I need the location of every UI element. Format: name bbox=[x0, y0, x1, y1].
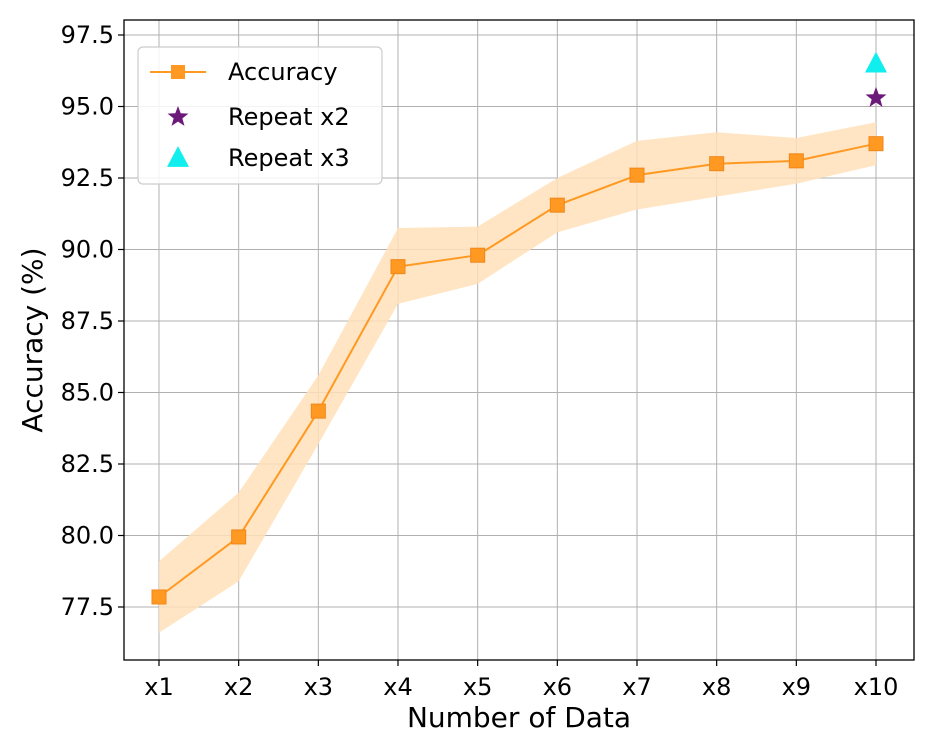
accuracy-point bbox=[629, 167, 645, 183]
y-tick-label: 95.0 bbox=[61, 93, 114, 121]
repeat-x2-point bbox=[865, 86, 887, 107]
y-tick-label: 77.5 bbox=[61, 593, 114, 621]
x-tick-label: x9 bbox=[782, 673, 811, 701]
x-tick-label: x10 bbox=[854, 673, 899, 701]
x-tick-label: x7 bbox=[622, 673, 651, 701]
y-tick-label: 87.5 bbox=[61, 307, 114, 335]
legend: Accuracy Repeat x2 Repeat x3 bbox=[137, 46, 383, 185]
legend-label: Repeat x2 bbox=[228, 103, 350, 131]
y-axis-title: Accuracy (%) bbox=[16, 247, 49, 432]
plot-frame bbox=[123, 19, 915, 661]
x-tick-label: x5 bbox=[463, 673, 492, 701]
accuracy-point bbox=[390, 259, 406, 275]
legend-accuracy-marker bbox=[171, 65, 185, 79]
legend-repeat-x2-marker bbox=[167, 106, 189, 126]
y-tick-label: 92.5 bbox=[61, 164, 114, 192]
accuracy-point bbox=[709, 156, 725, 172]
x-axis-title: Number of Data bbox=[407, 701, 631, 734]
legend-label: Repeat x3 bbox=[228, 144, 350, 172]
accuracy-series bbox=[158, 142, 877, 598]
accuracy-point bbox=[231, 529, 247, 545]
legend-repeat-x3-marker bbox=[167, 146, 189, 167]
accuracy-point bbox=[470, 247, 486, 263]
y-tick-label: 90.0 bbox=[61, 236, 114, 264]
x-tick-label: x3 bbox=[304, 673, 333, 701]
x-tick-label: x4 bbox=[383, 673, 412, 701]
accuracy-point bbox=[788, 153, 804, 169]
y-tick-label: 85.0 bbox=[61, 379, 114, 407]
y-tick-label: 97.5 bbox=[61, 21, 114, 49]
series-markers bbox=[151, 51, 887, 605]
accuracy-point bbox=[151, 589, 167, 605]
legend-label: Accuracy bbox=[228, 58, 338, 86]
tick-labels: x1 x2 x3 x4 x5 x6 x7 x8 x9 x10 77.5 80.0 82.5 85.0 87.… bbox=[61, 21, 899, 701]
y-tick-label: 80.0 bbox=[61, 522, 114, 550]
accuracy-point bbox=[549, 197, 565, 213]
accuracy-line bbox=[158, 142, 877, 598]
x-tick-label: x1 bbox=[144, 673, 173, 701]
accuracy-point bbox=[310, 403, 326, 419]
y-tick-label: 82.5 bbox=[61, 450, 114, 478]
x-tick-label: x6 bbox=[543, 673, 572, 701]
accuracy-std-band bbox=[159, 122, 876, 633]
repeat-x3-point bbox=[865, 51, 887, 73]
x-tick-label: x2 bbox=[224, 673, 253, 701]
confidence-band bbox=[159, 122, 876, 633]
accuracy-point bbox=[868, 136, 884, 152]
legend-box bbox=[137, 46, 383, 185]
x-tick-label: x8 bbox=[702, 673, 731, 701]
